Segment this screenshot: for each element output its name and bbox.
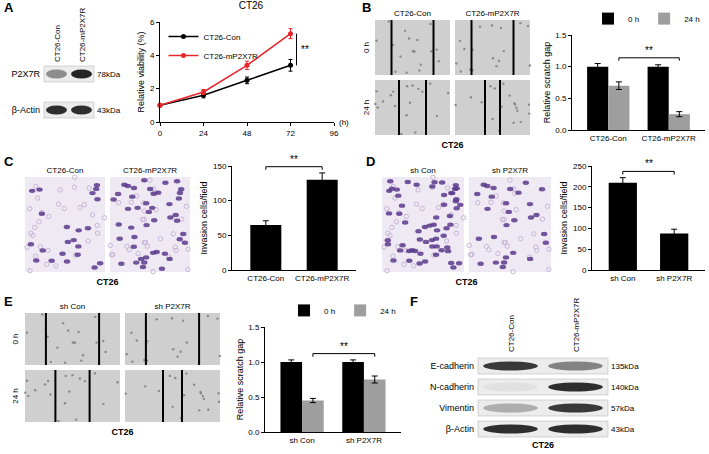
svg-text:1.5: 1.5 <box>248 323 260 332</box>
svg-text:24 h: 24 h <box>380 307 396 316</box>
svg-text:**: ** <box>340 341 348 352</box>
svg-text:100: 100 <box>213 196 227 205</box>
svg-text:CT26-Con: CT26-Con <box>47 166 84 175</box>
svg-text:CT26-mP2X7R: CT26-mP2X7R <box>78 8 87 62</box>
svg-text:0.0: 0.0 <box>555 126 567 135</box>
svg-text:0.5: 0.5 <box>555 94 567 103</box>
svg-text:N-cadherin: N-cadherin <box>430 382 474 392</box>
svg-text:1.0: 1.0 <box>555 62 567 71</box>
svg-text:Invasion cells/field: Invasion cells/field <box>559 181 569 254</box>
svg-text:sh P2X7R: sh P2X7R <box>154 302 190 311</box>
svg-text:78kDa: 78kDa <box>97 70 121 79</box>
svg-text:F: F <box>410 294 418 309</box>
svg-text:150: 150 <box>573 203 587 212</box>
svg-text:43kDa: 43kDa <box>611 425 635 434</box>
svg-text:CT26-mP2X7R: CT26-mP2X7R <box>123 166 177 175</box>
svg-text:E: E <box>4 294 13 309</box>
svg-text:CT26-mP2X7R: CT26-mP2X7R <box>203 52 257 61</box>
svg-text:48: 48 <box>243 129 252 138</box>
svg-text:CT26-Con: CT26-Con <box>590 134 627 143</box>
svg-text:sh Con: sh Con <box>610 274 635 283</box>
svg-text:CT26: CT26 <box>441 140 463 150</box>
svg-text:sh Con: sh Con <box>289 436 314 445</box>
svg-text:2: 2 <box>150 84 155 93</box>
svg-text:B: B <box>362 0 371 15</box>
svg-text:140kDa: 140kDa <box>611 383 639 392</box>
svg-text:24: 24 <box>199 129 208 138</box>
svg-text:CT26-Con: CT26-Con <box>53 25 62 62</box>
svg-text:P2X7R: P2X7R <box>11 69 40 79</box>
svg-text:50: 50 <box>217 231 226 240</box>
svg-text:200: 200 <box>573 183 587 192</box>
svg-text:sh P2X7R: sh P2X7R <box>656 274 692 283</box>
svg-text:24 h: 24 h <box>362 100 371 116</box>
svg-text:CT26-mP2X7R: CT26-mP2X7R <box>295 274 349 283</box>
svg-text:**: ** <box>290 154 298 165</box>
svg-text:Invasion cells/field: Invasion cells/field <box>199 181 209 254</box>
svg-text:Vimentin: Vimentin <box>439 403 474 413</box>
svg-text:43kDa: 43kDa <box>97 106 121 115</box>
svg-text:D: D <box>366 154 375 169</box>
svg-text:0 h: 0 h <box>362 42 371 53</box>
svg-text:96: 96 <box>330 129 339 138</box>
svg-text:**: ** <box>645 158 653 169</box>
svg-text:CT26: CT26 <box>455 277 477 287</box>
svg-text:**: ** <box>301 44 309 55</box>
svg-text:1.0: 1.0 <box>248 358 260 367</box>
svg-text:CT26-Con: CT26-Con <box>507 315 516 352</box>
svg-text:72: 72 <box>286 129 295 138</box>
svg-text:150: 150 <box>213 162 227 171</box>
svg-text:β-Actin: β-Actin <box>446 424 474 434</box>
svg-text:6: 6 <box>150 18 155 27</box>
svg-text:CT26-Con: CT26-Con <box>394 9 431 18</box>
svg-text:CT26-mP2X7R: CT26-mP2X7R <box>465 9 519 18</box>
svg-text:57kDa: 57kDa <box>611 404 635 413</box>
svg-text:sh Con: sh Con <box>60 302 85 311</box>
svg-text:C: C <box>4 154 14 169</box>
svg-text:A: A <box>4 0 14 15</box>
svg-text:CT26: CT26 <box>239 0 264 11</box>
svg-text:Relative scratch gap: Relative scratch gap <box>542 42 552 124</box>
svg-text:0: 0 <box>150 118 155 127</box>
svg-text:100: 100 <box>573 224 587 233</box>
svg-text:CT26-mP2X7R: CT26-mP2X7R <box>572 298 581 352</box>
svg-text:sh Con: sh Con <box>410 166 435 175</box>
svg-text:1.5: 1.5 <box>555 31 567 40</box>
svg-text:sh P2X7R: sh P2X7R <box>346 436 382 445</box>
svg-text:0.5: 0.5 <box>248 393 260 402</box>
svg-text:CT26-Con: CT26-Con <box>203 33 240 42</box>
svg-text:E-cadherin: E-cadherin <box>430 361 474 371</box>
svg-text:0 h: 0 h <box>628 15 639 24</box>
svg-text:4: 4 <box>150 51 155 60</box>
svg-text:CT26-mP2X7R: CT26-mP2X7R <box>642 134 696 143</box>
svg-text:50: 50 <box>577 245 586 254</box>
svg-text:24 h: 24 h <box>684 15 700 24</box>
svg-text:0: 0 <box>222 266 227 275</box>
svg-text:β-Actin: β-Actin <box>12 105 40 115</box>
svg-text:CT26: CT26 <box>111 427 133 437</box>
svg-text:0: 0 <box>158 129 163 138</box>
svg-text:Relative scratch gap: Relative scratch gap <box>235 339 245 421</box>
svg-text:250: 250 <box>573 162 587 171</box>
svg-text:CT26: CT26 <box>96 277 118 287</box>
svg-text:24 h: 24 h <box>11 388 20 404</box>
svg-text:0 h: 0 h <box>11 333 20 344</box>
svg-text:0 h: 0 h <box>324 307 335 316</box>
svg-text:0: 0 <box>582 266 587 275</box>
svg-text:0.0: 0.0 <box>248 428 260 437</box>
svg-text:(h): (h) <box>339 118 349 127</box>
svg-text:**: ** <box>645 45 653 56</box>
svg-text:135kDa: 135kDa <box>611 362 639 371</box>
svg-text:CT26: CT26 <box>532 440 554 450</box>
svg-text:Relative viability (%): Relative viability (%) <box>136 31 146 112</box>
svg-text:sh P2X7R: sh P2X7R <box>492 166 528 175</box>
svg-text:CT26-Con: CT26-Con <box>247 274 284 283</box>
